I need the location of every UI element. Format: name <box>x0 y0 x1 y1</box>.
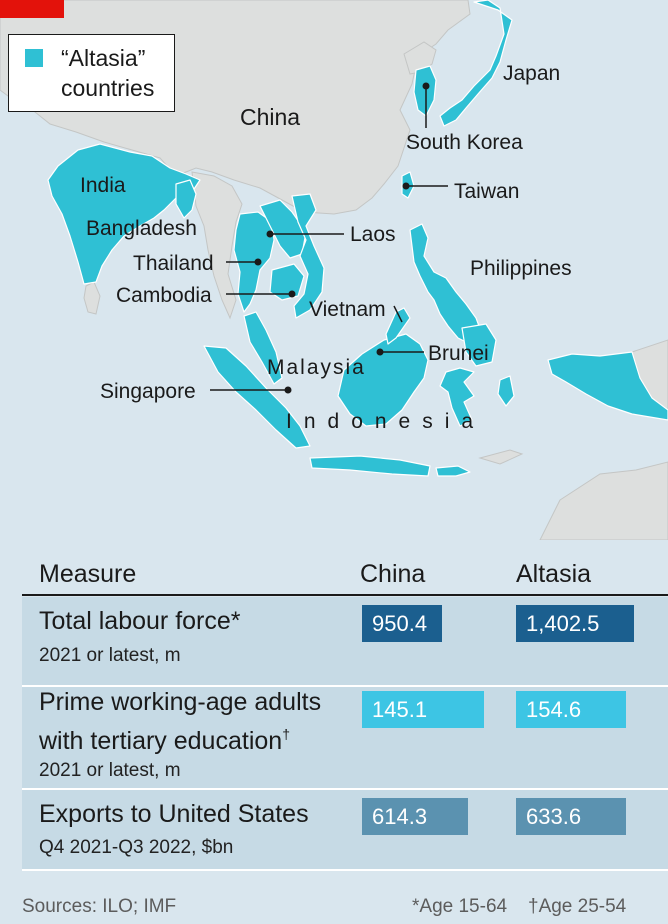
row-title: Total labour force* <box>39 607 241 635</box>
legend-line-1: “Altasia” <box>61 45 146 71</box>
land-mindanao <box>461 323 497 367</box>
sources: Sources: ILO; IMF <box>22 896 177 917</box>
legend-label: “Altasia” countries <box>61 43 154 103</box>
label-india: India <box>80 174 126 197</box>
land-malaysia-peninsula <box>243 311 283 385</box>
land-sulawesi <box>439 367 475 427</box>
label-vietnam: Vietnam <box>309 298 386 321</box>
header-china: China <box>360 560 426 588</box>
row-title-line-1: Prime working-age adults <box>39 688 322 716</box>
land-myanmar <box>191 171 243 320</box>
land-java <box>309 455 431 477</box>
table-row: Total labour force* 2021 or latest, m 95… <box>22 597 668 687</box>
header-measure: Measure <box>39 560 137 588</box>
label-japan: Japan <box>503 62 560 85</box>
label-south-korea: South Korea <box>406 131 523 154</box>
brand-red-tag <box>0 0 64 18</box>
china-value-box: 145.1 <box>362 691 484 728</box>
legend-line-2: countries <box>61 75 155 101</box>
table-row: Exports to United States Q4 2021-Q3 2022… <box>22 790 668 871</box>
land-south-korea <box>413 65 437 117</box>
label-malaysia: Malaysia <box>267 356 366 379</box>
label-laos: Laos <box>350 223 396 246</box>
table-header: Measure China Altasia <box>22 555 668 596</box>
land-india <box>47 143 201 285</box>
altasia-value-box: 633.6 <box>516 798 626 835</box>
land-japan <box>439 0 513 127</box>
label-taiwan: Taiwan <box>454 180 519 203</box>
row-subtitle: 2021 or latest, m <box>39 645 181 666</box>
label-brunei: Brunei <box>428 342 489 365</box>
label-thailand: Thailand <box>133 252 214 275</box>
footnote-age-15-64: *Age 15-64 <box>412 896 508 917</box>
label-indonesia: Indonesia <box>286 410 485 433</box>
land-bangladesh <box>175 179 197 219</box>
header-altasia: Altasia <box>516 560 592 588</box>
legend: “Altasia” countries <box>8 34 175 112</box>
land-timor <box>478 449 524 465</box>
land-cambodia <box>269 263 305 301</box>
row-subtitle: 2021 or latest, m <box>39 760 181 781</box>
land-maluku <box>497 375 515 407</box>
table-row: Prime working-age adults with tertiary e… <box>22 687 668 790</box>
altasia-value-box: 1,402.5 <box>516 605 634 642</box>
land-vietnam <box>291 193 325 319</box>
land-sumatra <box>203 345 311 449</box>
land-lesser-sunda <box>435 465 471 477</box>
land-australia <box>539 461 668 540</box>
china-value-box: 950.4 <box>362 605 442 642</box>
land-palawan <box>385 307 411 345</box>
altasia-value-box: 154.6 <box>516 691 626 728</box>
row-title: Exports to United States <box>39 800 309 828</box>
footnote-age-25-54: †Age 25-54 <box>528 896 627 917</box>
row-subtitle: Q4 2021-Q3 2022, $bn <box>39 837 234 858</box>
label-china: China <box>240 104 300 130</box>
china-value-box: 614.3 <box>362 798 468 835</box>
label-philippines: Philippines <box>470 257 572 280</box>
label-bangladesh: Bangladesh <box>86 217 197 240</box>
header-rule <box>22 594 668 596</box>
land-new-guinea <box>547 351 668 421</box>
row-title-line-2: with tertiary education† <box>39 726 290 755</box>
legend-swatch <box>25 49 43 67</box>
map: China Japan South Korea Taiwan India Ban… <box>0 0 668 540</box>
label-cambodia: Cambodia <box>116 284 212 307</box>
label-singapore: Singapore <box>100 380 196 403</box>
